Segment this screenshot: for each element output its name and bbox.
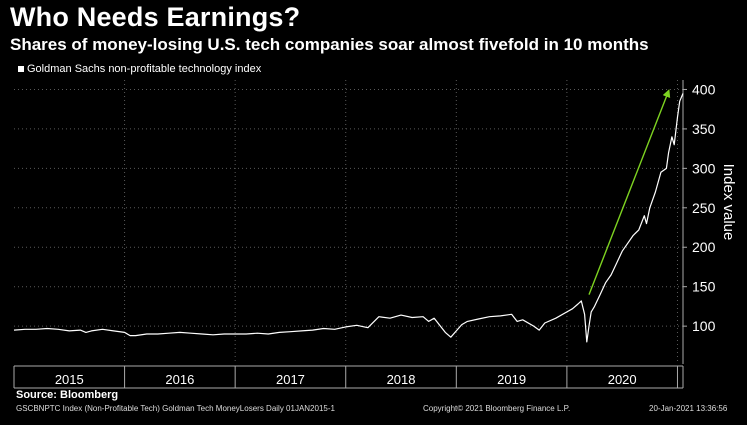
y-tick-label: 400 xyxy=(692,81,716,97)
copyright-text: Copyright© 2021 Bloomberg Finance L.P. xyxy=(423,404,571,413)
ticker-info: GSCBNPTC Index (Non-Profitable Tech) Gol… xyxy=(16,404,335,413)
y-tick-label: 250 xyxy=(692,200,716,216)
legend-swatch xyxy=(18,66,24,72)
y-axis-label: Index value xyxy=(720,164,737,241)
y-tick-label: 150 xyxy=(692,279,716,295)
y-tick-label: 100 xyxy=(692,318,716,334)
timestamp: 20-Jan-2021 13:36:56 xyxy=(649,404,728,413)
source-label: Source: Bloomberg xyxy=(16,389,119,401)
x-tick-label: 2018 xyxy=(387,372,416,387)
trend-arrow xyxy=(588,89,671,295)
series-line xyxy=(13,93,684,343)
x-tick-label: 2015 xyxy=(55,372,84,387)
y-tick-label: 350 xyxy=(692,121,716,137)
y-tick-label: 300 xyxy=(692,160,716,176)
x-tick-label: 2019 xyxy=(497,372,526,387)
y-tick-label: 200 xyxy=(692,239,716,255)
chart-title: Who Needs Earnings? xyxy=(10,2,301,32)
chart-subtitle: Shares of money-losing U.S. tech compani… xyxy=(10,35,649,54)
x-tick-label: 2020 xyxy=(608,372,637,387)
legend: Goldman Sachs non-profitable technology … xyxy=(18,63,261,75)
x-tick-label: 2016 xyxy=(165,372,194,387)
legend-label: Goldman Sachs non-profitable technology … xyxy=(27,63,262,75)
x-tick-label: 2017 xyxy=(276,372,305,387)
